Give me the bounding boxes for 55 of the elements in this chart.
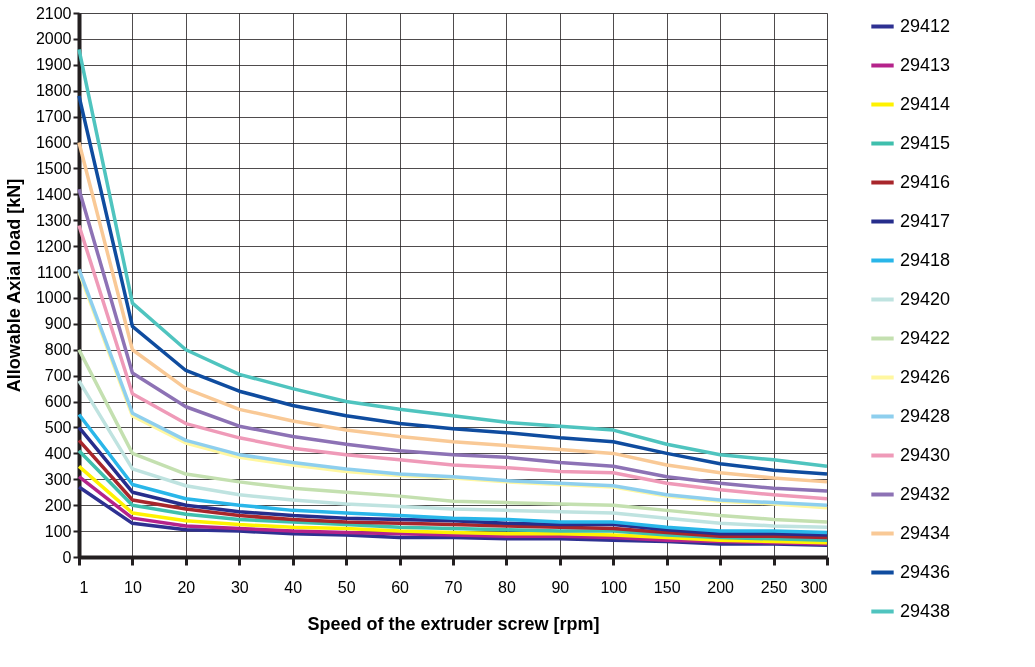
y-tick-label: 1400 [35,185,72,203]
x-tick-label: 50 [337,578,356,596]
y-tick-label: 1700 [35,108,72,126]
x-tick-label: 40 [284,578,303,596]
legend-label: 29438 [900,600,951,621]
x-tick-label: 90 [551,578,570,596]
legend-label: 29417 [900,210,951,231]
x-axis-title: Speed of the extruder screw [rpm] [307,613,600,634]
legend-label: 29432 [900,483,951,504]
y-tick-label: 800 [44,341,72,359]
legend-label: 29413 [900,54,951,75]
legend-label: 29414 [900,93,951,114]
y-tick-label: 1300 [35,211,72,229]
legend-label: 29420 [900,288,951,309]
y-tick-label: 200 [44,496,72,514]
y-tick-label: 600 [44,393,72,411]
y-tick-label: 300 [44,470,72,488]
x-tick-label: 20 [177,578,196,596]
y-tick-label: 2100 [35,4,72,22]
x-tick-label: 200 [707,578,735,596]
y-tick-label: 900 [44,315,72,333]
legend-label: 29428 [900,405,951,426]
x-tick-label: 10 [124,578,142,596]
x-tick-label: 100 [600,578,628,596]
y-tick-label: 100 [44,522,72,540]
y-tick-label: 1200 [35,237,72,255]
y-tick-label: 500 [44,418,72,436]
legend-label: 29430 [900,444,951,465]
y-tick-label: 1500 [35,159,72,177]
x-tick-label: 80 [498,578,516,596]
x-tick-label: 60 [391,578,410,596]
x-tick-label: 250 [760,578,788,596]
y-tick-label: 400 [44,444,72,462]
x-tick-label: 1 [79,578,89,596]
legend-label: 29434 [900,522,951,543]
y-tick-label: 1100 [37,263,72,281]
legend-label: 29436 [900,561,951,582]
x-tick-label: 300 [800,578,828,596]
legend-label: 29415 [900,132,951,153]
legend-label: 29426 [900,366,951,387]
y-tick-label: 1600 [35,134,72,152]
x-tick-label: 30 [230,578,249,596]
y-tick-label: 1000 [35,289,72,307]
y-tick-label: 2000 [35,30,72,48]
legend-label: 29416 [900,171,951,192]
y-tick-label: 0 [62,548,72,566]
x-tick-label: 150 [653,578,681,596]
y-tick-label: 1800 [35,82,72,100]
y-tick-label: 1900 [35,56,72,74]
legend-label: 29418 [900,249,951,270]
x-tick-label: 70 [444,578,463,596]
legend-label: 29412 [900,15,951,36]
y-axis-title: Allowable Axial load [kN] [3,178,24,393]
legend-label: 29422 [900,327,951,348]
y-tick-label: 700 [44,367,72,385]
